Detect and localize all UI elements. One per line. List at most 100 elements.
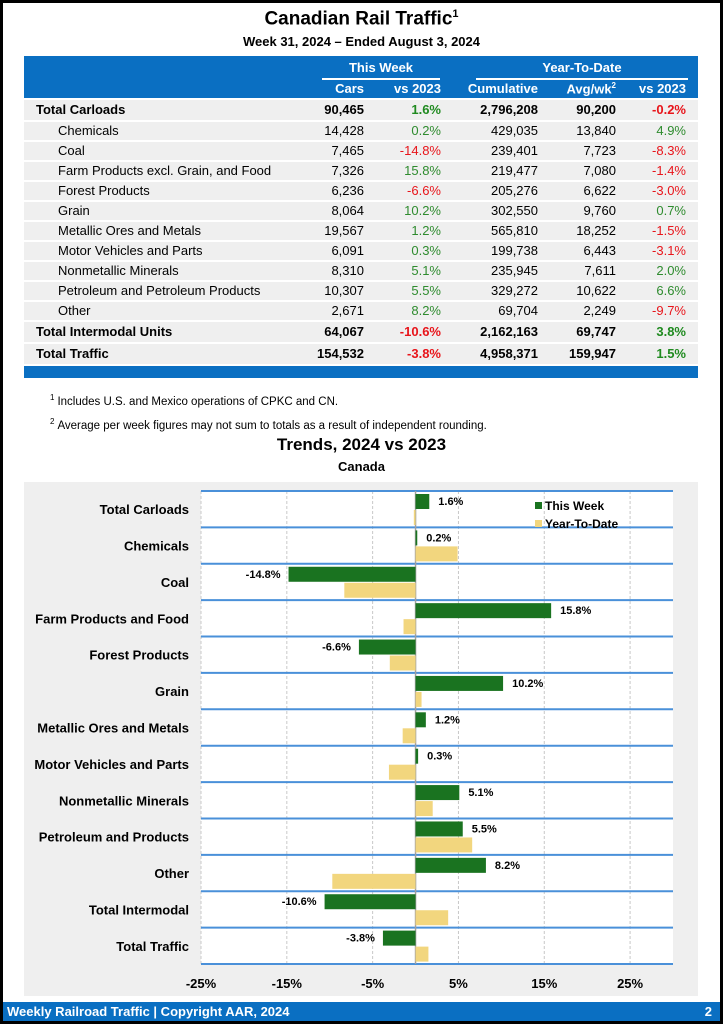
data-label: 15.8% [560,605,591,617]
row-label: Grain [58,203,90,218]
trends-chart: -25% -15% -5% 5% 15% 25% Total Carloads 1.6% Che… [24,482,698,996]
cell-vs-week: -14.8% [399,143,441,158]
x-tick-label: -25% [186,976,217,991]
cell-cars: 8,310 [331,263,364,278]
row-label: Coal [58,143,85,158]
cell-vs-ytd: -3.1% [652,243,686,258]
table-row: Nonmetallic Minerals 8,310 5.1% 235,945 7,61… [24,260,698,280]
cell-cars: 90,465 [324,102,364,117]
category-label: Coal [161,575,189,590]
traffic-table: This Week Year-To-Date Cars vs 2023 Cumu… [24,56,698,378]
chart-svg: -25% -15% -5% 5% 15% 25% Total Carloads 1.6% Che… [34,490,673,991]
category-label: Forest Products [89,648,189,663]
data-label: 10.2% [512,678,543,690]
table-row: Total Intermodal Units 64,067 -10.6% 2,162,… [24,320,698,342]
table-footer-bar [24,366,698,378]
cell-cars: 64,067 [324,324,364,339]
row-label: Chemicals [58,123,119,138]
table-row: Chemicals 14,428 0.2% 429,035 13,840 4.9% [24,120,698,140]
cell-cumulative: 565,810 [491,223,538,238]
cell-cumulative: 239,401 [491,143,538,158]
x-tick-label: -15% [272,976,303,991]
col-header-vs-week: vs 2023 [394,81,441,96]
row-label: Petroleum and Petroleum Products [58,283,261,298]
table-row: Other 2,671 8.2% 69,704 2,249 -9.7% [24,300,698,320]
page-number: 2 [704,1004,712,1019]
cell-vs-ytd: 2.0% [656,263,686,278]
cell-cars: 8,064 [331,203,364,218]
footer-text: Weekly Railroad Traffic | Copyright AAR,… [7,1004,290,1019]
chart-subtitle: Canada [338,459,385,474]
cell-vs-ytd: 0.7% [656,203,686,218]
bar-this-week [324,894,416,910]
cell-vs-week: -6.6% [407,183,441,198]
cell-vs-ytd: -8.3% [652,143,686,158]
cell-cumulative: 235,945 [491,263,538,278]
table-row: Coal 7,465 -14.8% 239,401 7,723 -8.3% [24,140,698,160]
bar-ytd [332,873,416,889]
cell-cumulative: 329,272 [491,283,538,298]
bar-ytd [344,582,416,598]
cell-cars: 2,671 [331,303,364,318]
bar-this-week [358,639,416,655]
bar-this-week [415,821,463,837]
table-row: Total Carloads 90,465 1.6% 2,796,208 90,200 -… [24,98,698,120]
bar-this-week [415,530,418,546]
cell-vs-ytd: -0.2% [652,102,686,117]
cell-avg: 10,622 [576,283,616,298]
bar-ytd [415,801,433,817]
row-label: Other [58,303,91,318]
cell-vs-week: 1.2% [411,223,441,238]
category-label: Total Carloads [100,502,189,517]
bar-ytd [415,837,473,853]
category-label: Other [154,866,189,881]
bar-this-week [415,603,552,619]
group-header-ytd: Year-To-Date [542,60,622,75]
group-underline [322,78,440,80]
bar-ytd [388,764,416,780]
cell-cumulative: 2,162,163 [480,324,538,339]
bar-this-week [382,930,416,946]
category-label: Total Intermodal [89,902,189,917]
data-label: 1.6% [438,496,463,508]
table-header: This Week Year-To-Date Cars vs 2023 Cumu… [24,56,698,98]
cell-avg: 69,747 [576,324,616,339]
cell-vs-week: 5.5% [411,283,441,298]
footnote-2: 2 Average per week figures may not sum to… [50,416,487,432]
page-title: Canadian Rail Traffic1 [264,8,459,30]
bar-ytd [413,510,416,525]
cell-avg: 6,443 [583,243,616,258]
row-label: Farm Products excl. Grain, and Food [58,163,272,178]
cell-avg: 7,723 [583,143,616,158]
cell-vs-week: 0.2% [411,123,441,138]
cell-vs-ytd: 3.8% [656,324,686,339]
data-label: -14.8% [246,569,281,581]
table-row: Grain 8,064 10.2% 302,550 9,760 0.7% [24,200,698,220]
table-row: Metallic Ores and Metals 19,567 1.2% 565,81… [24,220,698,240]
col-header-vs-ytd: vs 2023 [639,81,686,96]
table-row: Farm Products excl. Grain, and Food 7,326… [24,160,698,180]
cell-avg: 90,200 [576,102,616,117]
footnote-1: 1 Includes U.S. and Mexico operations of … [50,393,339,408]
cell-cumulative: 4,958,371 [480,346,538,361]
cell-vs-week: 5.1% [411,263,441,278]
row-label: Motor Vehicles and Parts [58,243,203,258]
data-label: -10.6% [282,896,317,908]
row-label: Metallic Ores and Metals [58,223,202,238]
x-tick-label: 25% [617,976,643,991]
page-footer: Weekly Railroad Traffic | Copyright AAR,… [3,1002,720,1021]
bar-this-week [415,494,430,509]
cell-cars: 14,428 [324,123,364,138]
cell-avg: 13,840 [576,123,616,138]
row-label: Total Carloads [36,102,126,117]
cell-cars: 154,532 [317,346,364,361]
bar-ytd [389,655,416,671]
data-label: 5.1% [468,787,493,799]
col-header-cumulative: Cumulative [467,81,538,96]
col-header-avg: Avg/wk2 [566,81,616,97]
cell-vs-ytd: 1.5% [656,346,686,361]
legend-swatch-this-week [535,502,542,509]
data-label: -3.8% [346,933,375,945]
cell-vs-week: 8.2% [411,303,441,318]
